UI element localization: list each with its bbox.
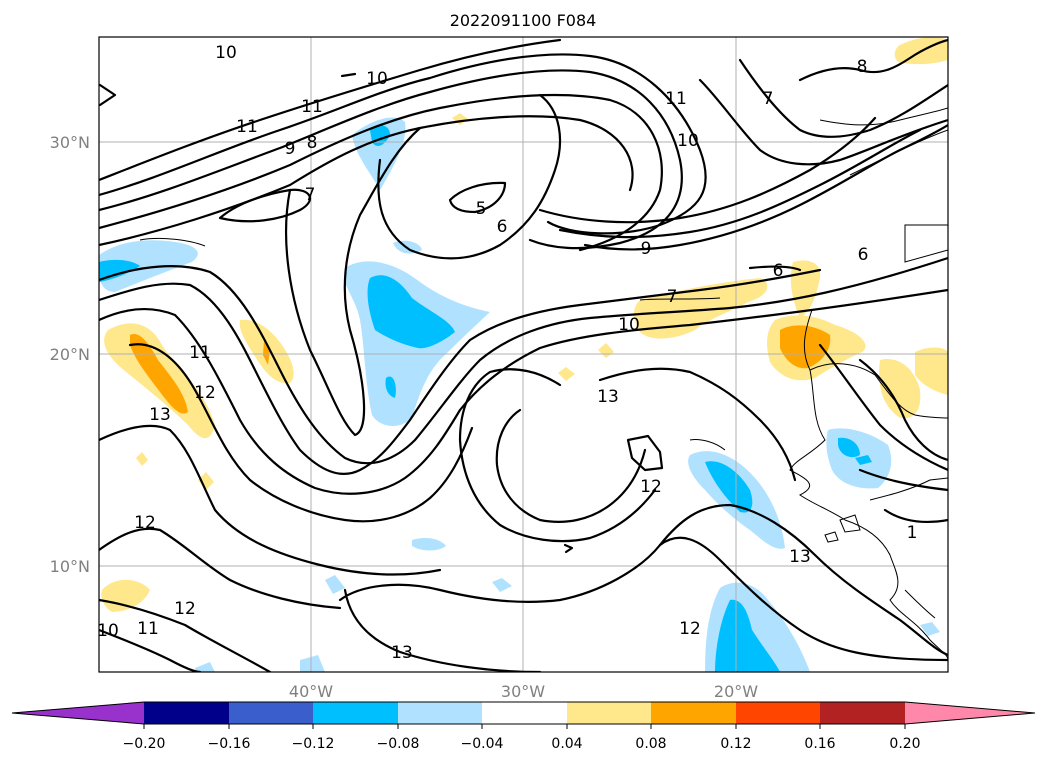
colorbar-segment [567,702,651,724]
contour-label: 8 [857,57,868,77]
contour-label: 12 [679,619,701,639]
lat-label-30n: 30°N [50,133,90,152]
colorbar-tick-label: 0.16 [804,736,835,752]
colorbar-segment [482,702,567,724]
contour-label: 13 [789,547,811,567]
contour-label: 12 [174,599,196,619]
contour-label: 11 [665,89,687,109]
colorbar-extend-high [905,702,1035,724]
colorbar-segment [736,702,820,724]
contour-label: 6 [773,261,784,281]
colorbar-extend-low [12,702,144,724]
contour-label: 10 [677,131,699,151]
contour-label: 7 [763,89,774,109]
contour-label: 13 [391,643,413,663]
contour-label: 11 [301,97,323,117]
colorbar-tick-labels: −0.20 −0.16 −0.12 −0.08 −0.04 0.04 0.08 … [123,736,921,752]
colorbar-segment [651,702,736,724]
contour-label: 11 [137,619,159,639]
colorbar-segment [313,702,398,724]
contour-label: 10 [215,43,237,63]
colorbar-tick-label: 0.20 [889,736,920,752]
lon-label-20w: 20°W [714,682,758,701]
colorbar-segment [398,702,482,724]
colorbar-segment [229,702,313,724]
contour-label: 6 [497,217,508,237]
colorbar-ticks [143,724,906,729]
map-gridlines [99,37,948,672]
colorbar-tick-label: 0.04 [551,736,582,752]
map-plot-area: 10 10 11 11 8 9 7 5 6 9 6 6 7 10 11 10 7… [97,37,948,672]
contour-label: 10 [366,69,388,89]
lat-label-10n: 10°N [50,557,90,576]
contour-label: 12 [640,477,662,497]
colorbar-segment [820,702,905,724]
colorbar: −0.20 −0.16 −0.12 −0.08 −0.04 0.04 0.08 … [11,701,1036,752]
contour-label: 1 [907,523,918,543]
lon-label-30w: 30°W [501,682,545,701]
contour-label: 5 [476,199,487,219]
contour-label: 13 [597,387,619,407]
contour-label: 6 [858,245,869,265]
figure-title: 2022091100 F084 [450,11,597,30]
lat-label-20n: 20°N [50,345,90,364]
contour-label: 12 [194,383,216,403]
contour-label: 10 [618,315,640,335]
colorbar-tick-label: −0.20 [123,736,166,752]
contour-label: 7 [667,287,678,307]
lon-label-40w: 40°W [289,682,333,701]
contour-label: 9 [285,139,296,159]
contour-label: 13 [149,405,171,425]
contour-label: 9 [641,239,652,259]
contour-label: 8 [307,133,318,153]
contour-label-group: 10 10 11 11 8 9 7 5 6 9 6 6 7 10 11 10 7… [97,43,918,663]
latitude-labels: 30°N 20°N 10°N [50,133,90,576]
contour-label: 7 [305,185,316,205]
colorbar-tick-label: −0.12 [292,736,335,752]
contour-label: 10 [97,621,119,641]
colorbar-tick-label: −0.16 [208,736,251,752]
colorbar-tick-label: −0.04 [461,736,504,752]
colorbar-segment [144,702,229,724]
contour-label: 11 [189,343,211,363]
contour-label: 12 [134,513,156,533]
contour-label: 11 [236,117,258,137]
contour-lines [99,38,948,672]
colorbar-tick-label: 0.12 [720,736,751,752]
colorbar-tick-label: 0.08 [635,736,666,752]
negative-shading [99,117,940,672]
colorbar-tick-label: −0.08 [377,736,420,752]
plot-frame [98,36,949,673]
longitude-labels: 40°W 30°W 20°W [289,682,758,701]
